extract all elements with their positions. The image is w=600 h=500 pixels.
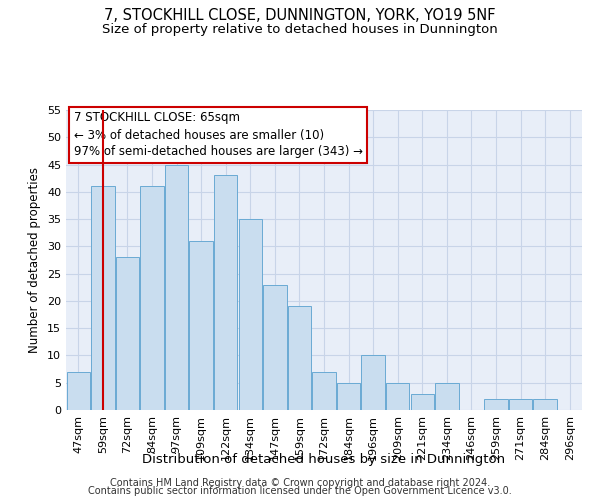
Bar	[140, 186, 164, 410]
Bar	[214, 176, 238, 410]
Text: 7 STOCKHILL CLOSE: 65sqm
← 3% of detached houses are smaller (10)
97% of semi-de: 7 STOCKHILL CLOSE: 65sqm ← 3% of detache…	[74, 112, 363, 158]
Bar	[337, 382, 360, 410]
Bar	[435, 382, 458, 410]
Bar	[410, 394, 434, 410]
Text: Contains HM Land Registry data © Crown copyright and database right 2024.: Contains HM Land Registry data © Crown c…	[110, 478, 490, 488]
Y-axis label: Number of detached properties: Number of detached properties	[28, 167, 41, 353]
Bar	[116, 258, 139, 410]
Text: Distribution of detached houses by size in Dunnington: Distribution of detached houses by size …	[142, 452, 506, 466]
Bar	[361, 356, 385, 410]
Bar	[386, 382, 409, 410]
Bar	[484, 399, 508, 410]
Text: Contains public sector information licensed under the Open Government Licence v3: Contains public sector information licen…	[88, 486, 512, 496]
Bar	[165, 164, 188, 410]
Text: 7, STOCKHILL CLOSE, DUNNINGTON, YORK, YO19 5NF: 7, STOCKHILL CLOSE, DUNNINGTON, YORK, YO…	[104, 8, 496, 22]
Bar	[313, 372, 335, 410]
Text: Size of property relative to detached houses in Dunnington: Size of property relative to detached ho…	[102, 22, 498, 36]
Bar	[288, 306, 311, 410]
Bar	[190, 241, 213, 410]
Bar	[67, 372, 90, 410]
Bar	[91, 186, 115, 410]
Bar	[509, 399, 532, 410]
Bar	[533, 399, 557, 410]
Bar	[263, 284, 287, 410]
Bar	[239, 219, 262, 410]
